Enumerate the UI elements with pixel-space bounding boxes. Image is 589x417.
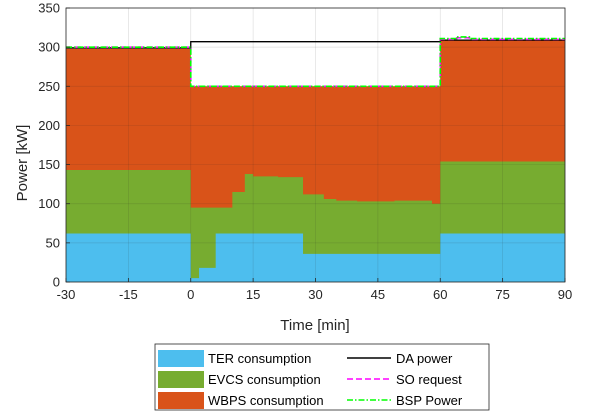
y-tick-label: 50 <box>46 235 60 250</box>
y-tick-label: 150 <box>38 157 60 172</box>
legend-label-da-power: DA power <box>396 351 453 366</box>
legend-swatch-ter-consumption <box>158 350 204 367</box>
legend-swatch-wbps-consumption <box>158 392 204 409</box>
y-tick-label: 300 <box>38 40 60 55</box>
y-tick-label: 100 <box>38 196 60 211</box>
plot-area <box>65 7 566 283</box>
x-axis: -30 -15 0 15 30 45 60 75 90 <box>57 278 572 302</box>
x-axis-label: Time [min] <box>280 317 349 334</box>
x-tick-label: 75 <box>495 287 509 302</box>
legend-label-so-request: SO request <box>396 372 462 387</box>
x-tick-label: 30 <box>308 287 322 302</box>
legend: TER consumption EVCS consumption WBPS cons… <box>154 343 490 411</box>
line-bsp-power <box>66 36 565 88</box>
y-tick-label: 350 <box>38 1 60 16</box>
y-axis-label: Power [kW] <box>14 125 31 202</box>
x-tick-label: -15 <box>119 287 138 302</box>
x-tick-label: 90 <box>558 287 572 302</box>
x-tick-label: 45 <box>371 287 385 302</box>
y-axis: 0 50 100 150 200 250 300 350 <box>38 1 70 290</box>
legend-label-wbps-consumption: WBPS consumption <box>208 393 324 408</box>
area-ter-consumption <box>66 233 565 282</box>
legend-swatch-evcs-consumption <box>158 371 204 388</box>
x-tick-label: -30 <box>57 287 76 302</box>
x-tick-label: 15 <box>246 287 260 302</box>
legend-label-bsp-power: BSP Power <box>396 393 463 408</box>
x-tick-label: 0 <box>187 287 194 302</box>
y-tick-label: 250 <box>38 79 60 94</box>
legend-box <box>154 343 490 411</box>
y-tick-label: 0 <box>53 275 60 290</box>
y-tick-label: 200 <box>38 118 60 133</box>
legend-label-evcs-consumption: EVCS consumption <box>208 372 321 387</box>
legend-label-ter-consumption: TER consumption <box>208 351 311 366</box>
x-tick-label: 60 <box>433 287 447 302</box>
